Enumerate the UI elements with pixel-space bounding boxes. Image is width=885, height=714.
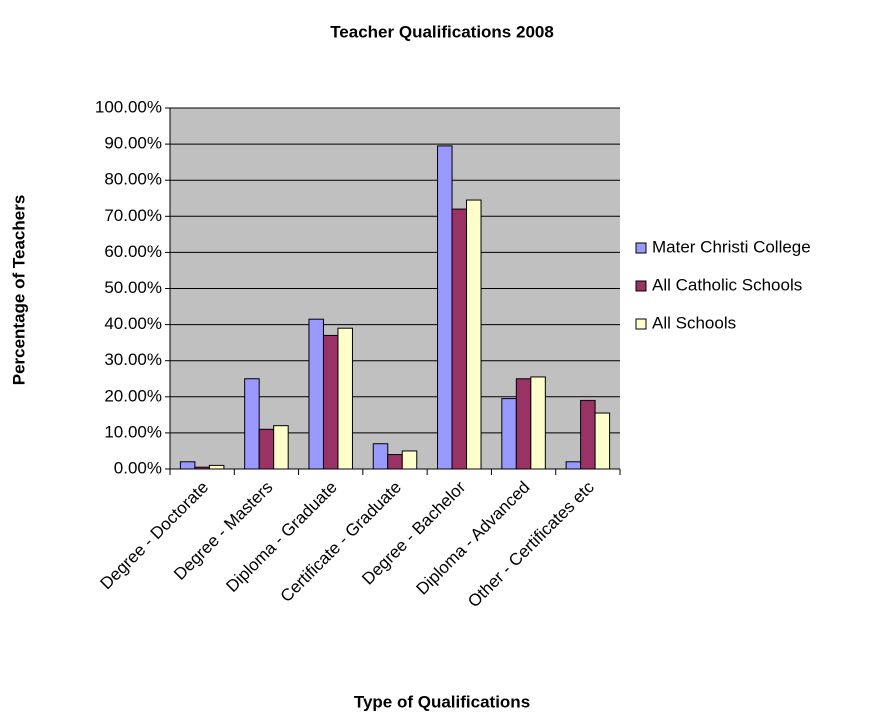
bar [530,376,546,470]
legend-swatch [635,280,647,292]
bar [308,318,324,470]
bar [244,378,260,470]
legend-swatch [635,242,647,254]
bar [372,443,389,470]
bar [594,412,611,470]
bar [322,334,339,470]
y-tick-label: 60.00% [104,242,162,261]
legend-label: All Catholic Schools [652,275,802,294]
y-tick-label: 70.00% [104,206,162,225]
bar [387,454,403,470]
bar [258,428,275,470]
y-tick-label: 0.00% [114,458,162,477]
bar [194,466,210,470]
bar [451,208,468,470]
legend-label: Mater Christi College [652,237,811,256]
bar [337,327,353,470]
bar [208,464,225,470]
bar [401,450,418,470]
y-tick-label: 50.00% [104,278,162,297]
x-axis-label: Type of Qualifications [354,692,530,711]
y-tick-label: 20.00% [104,386,162,405]
bar [273,425,289,470]
bar [501,398,517,470]
legend-label: All Schools [652,313,736,332]
y-tick-label: 40.00% [104,314,162,333]
bar [515,378,532,470]
legend-swatch [635,318,647,330]
y-tick-label: 100.00% [95,97,162,116]
bar [565,461,582,470]
bar [580,399,596,470]
bar [466,199,482,470]
bar [437,145,453,470]
y-axis-label: Percentage of Teachers [9,195,28,386]
y-tick-label: 90.00% [104,134,162,153]
bar [179,461,196,470]
chart-title: Teacher Qualifications 2008 [330,22,554,41]
y-tick-label: 80.00% [104,170,162,189]
y-tick-label: 30.00% [104,350,162,369]
y-tick-label: 10.00% [104,422,162,441]
